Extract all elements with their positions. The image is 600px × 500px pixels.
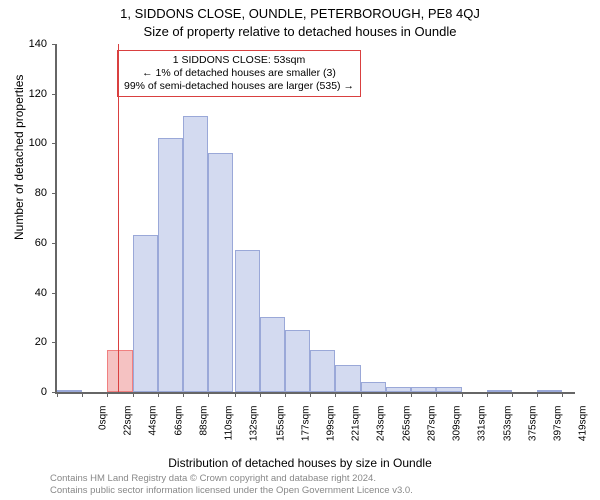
histogram-bar xyxy=(235,250,260,392)
x-tick-label: 331sqm xyxy=(477,406,488,456)
footer-text: Contains HM Land Registry data © Crown c… xyxy=(50,473,413,496)
y-tick-label: 140 xyxy=(0,38,47,50)
histogram-bar xyxy=(335,365,360,392)
x-tick-label: 88sqm xyxy=(198,406,209,456)
plot-area: 1 SIDDONS CLOSE: 53sqm← 1% of detached h… xyxy=(55,44,575,394)
histogram-bar xyxy=(386,387,411,392)
x-tick-label: 221sqm xyxy=(351,406,362,456)
y-tick-label: 20 xyxy=(0,336,47,348)
chart-title-line1: 1, SIDDONS CLOSE, OUNDLE, PETERBOROUGH, … xyxy=(0,6,600,21)
histogram-bar xyxy=(260,317,285,392)
histogram-bar xyxy=(57,390,82,392)
histogram-bar xyxy=(285,330,310,392)
histogram-bar xyxy=(436,387,461,392)
x-tick-label: 309sqm xyxy=(452,406,463,456)
chart-container: 1, SIDDONS CLOSE, OUNDLE, PETERBOROUGH, … xyxy=(0,0,600,500)
y-tick-label: 40 xyxy=(0,287,47,299)
x-tick-label: 110sqm xyxy=(224,406,235,456)
y-tick-label: 60 xyxy=(0,237,47,249)
y-tick-label: 120 xyxy=(0,88,47,100)
histogram-bar xyxy=(208,153,233,392)
histogram-bar xyxy=(487,390,512,392)
histogram-bar xyxy=(133,235,158,392)
annotation-box: 1 SIDDONS CLOSE: 53sqm← 1% of detached h… xyxy=(117,50,361,97)
x-tick-label: 155sqm xyxy=(275,406,286,456)
x-tick-label: 22sqm xyxy=(123,406,134,456)
x-tick-label: 353sqm xyxy=(502,406,513,456)
y-tick-label: 100 xyxy=(0,137,47,149)
x-tick-label: 375sqm xyxy=(527,406,538,456)
x-tick-label: 397sqm xyxy=(552,406,563,456)
annotation-line: 1 SIDDONS CLOSE: 53sqm xyxy=(124,54,354,67)
x-tick-label: 287sqm xyxy=(426,406,437,456)
x-tick-label: 177sqm xyxy=(300,406,311,456)
x-tick-label: 66sqm xyxy=(173,406,184,456)
y-tick-label: 80 xyxy=(0,187,47,199)
reference-line xyxy=(118,44,119,392)
footer-line2: Contains public sector information licen… xyxy=(50,485,413,496)
chart-title-line2: Size of property relative to detached ho… xyxy=(0,24,600,39)
x-tick-label: 265sqm xyxy=(401,406,412,456)
annotation-line: 99% of semi-detached houses are larger (… xyxy=(124,80,354,93)
x-tick-label: 243sqm xyxy=(376,406,387,456)
histogram-bar xyxy=(107,350,132,392)
footer-line1: Contains HM Land Registry data © Crown c… xyxy=(50,473,413,484)
histogram-bar xyxy=(183,116,208,392)
x-tick-label: 44sqm xyxy=(148,406,159,456)
x-axis-label: Distribution of detached houses by size … xyxy=(0,456,600,470)
histogram-bar xyxy=(158,138,183,392)
x-tick-label: 132sqm xyxy=(249,406,260,456)
histogram-bar xyxy=(361,382,386,392)
y-tick-label: 0 xyxy=(0,386,47,398)
annotation-line: ← 1% of detached houses are smaller (3) xyxy=(124,67,354,80)
histogram-bar xyxy=(310,350,335,392)
x-tick-label: 199sqm xyxy=(326,406,337,456)
histogram-bar xyxy=(411,387,436,392)
x-tick-label: 0sqm xyxy=(98,406,109,456)
x-tick-label: 419sqm xyxy=(578,406,589,456)
histogram-bar xyxy=(537,390,562,392)
